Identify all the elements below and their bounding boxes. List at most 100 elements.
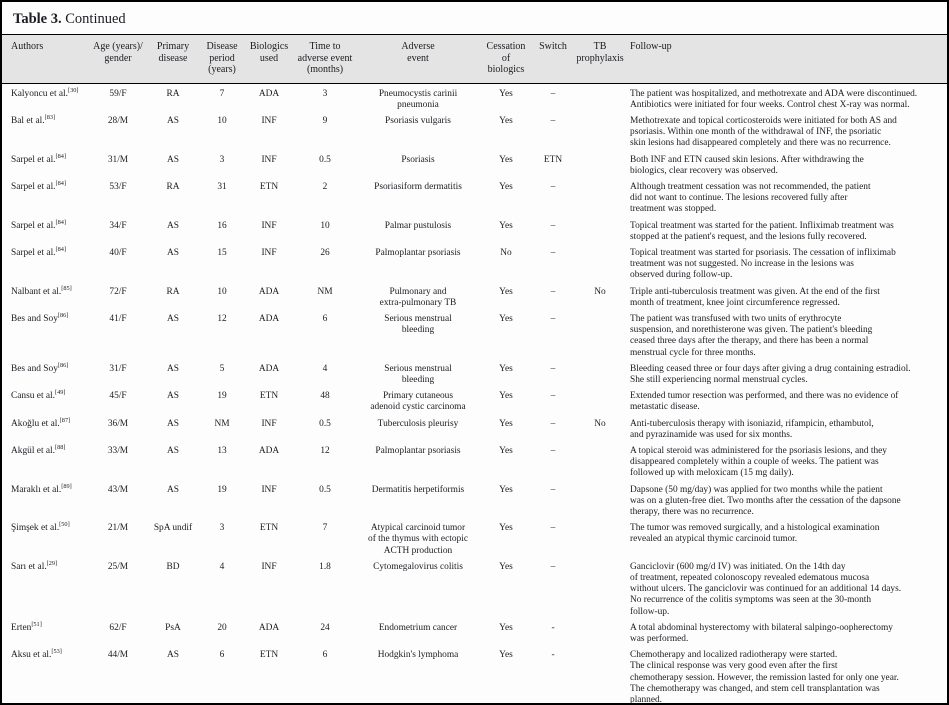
followup-cell: Ganciclovir (600 mg/d IV) was initiated.… [630, 561, 902, 617]
disease-period-cell: 20 [217, 622, 227, 633]
primary-disease-cell: AS [167, 363, 179, 374]
reference-citation: [84] [55, 218, 67, 226]
tb-prophylaxis-cell [574, 113, 626, 152]
time-to-adverse-event-cell: 4 [322, 363, 328, 374]
cessation-of-biologics-cell: Yes [499, 115, 513, 126]
tb-prophylaxis-cell: No [594, 286, 606, 297]
table-title: Table 3. Continued [2, 2, 947, 35]
author-name: Aksu et al. [11, 650, 52, 661]
followup-cell: Topical treatment was started for the pa… [630, 220, 894, 242]
biologics-used-cell: ETN [259, 181, 279, 192]
reference-citation: [84] [55, 179, 67, 187]
primary-disease-cell: AS [167, 650, 179, 661]
reference-citation: [86] [57, 311, 69, 319]
table-title-continued: Continued [61, 11, 126, 27]
biologics-used-cell: ETN [259, 523, 279, 534]
disease-period-cell: 3 [219, 154, 225, 165]
cessation-of-biologics-cell: Yes [499, 88, 513, 99]
age-gender-cell: 36/M [107, 418, 129, 429]
authors-cell: Nalbant et al.[85] [2, 284, 90, 311]
cessation-of-biologics-cell: Yes [499, 391, 513, 402]
adverse-event-cell: Tuberculosis pleurisy [377, 418, 459, 429]
age-gender-cell: 28/M [107, 115, 129, 126]
switch-cell: – [550, 484, 556, 495]
time-to-adverse-event-cell: NM [317, 286, 333, 297]
adverse-event-cell: Serious menstrual bleeding [384, 313, 452, 336]
authors-cell: Sarpel et al.[84] [2, 179, 90, 218]
age-gender-cell: 31/F [109, 363, 127, 374]
adverse-event-cell: Palmoplantar psoriasis [375, 445, 461, 456]
reference-citation: [87] [59, 416, 71, 424]
switch-cell: – [550, 286, 556, 297]
switch-cell: – [550, 561, 556, 572]
column-header-authors: Authors [2, 35, 90, 84]
adverse-event-cell: Dermatitis herpetiformis [371, 484, 465, 495]
age-gender-cell: 44/M [107, 650, 129, 661]
author-name: Erten [11, 622, 32, 633]
biologics-used-cell: ADA [258, 286, 280, 297]
table-row: Bes and Soy[86] 31/F AS 5 ADA 4 Serious … [2, 361, 947, 388]
primary-disease-cell: AS [167, 220, 179, 231]
switch-cell: - [551, 650, 555, 661]
column-header-age-gender: Age (years)/ gender [90, 35, 146, 84]
biologics-used-cell: ADA [258, 445, 280, 456]
author-name: Sarpel et al. [11, 247, 56, 258]
disease-period-cell: 19 [217, 391, 227, 402]
cessation-of-biologics-cell: Yes [499, 650, 513, 661]
primary-disease-cell: RA [166, 286, 180, 297]
disease-period-cell: 5 [219, 363, 225, 374]
case-report-table: Authors Age (years)/ gender Primary dise… [2, 35, 947, 703]
switch-cell: – [550, 88, 556, 99]
biologics-used-cell: ADA [258, 622, 280, 633]
header-row: Authors Age (years)/ gender Primary dise… [2, 35, 947, 84]
adverse-event-cell: Pulmonary and extra-pulmonary TB [379, 286, 457, 308]
time-to-adverse-event-cell: 6 [322, 313, 328, 324]
time-to-adverse-event-cell: 0.5 [319, 484, 331, 495]
table-row: Kalyoncu et al.[30] 59/F RA 7 ADA 3 Pneu… [2, 83, 947, 113]
switch-cell: – [550, 220, 556, 231]
age-gender-cell: 33/M [107, 445, 129, 456]
tb-prophylaxis-cell: No [594, 418, 606, 429]
authors-cell: Akgül et al.[88] [2, 443, 90, 482]
table-header: Authors Age (years)/ gender Primary dise… [2, 35, 947, 84]
disease-period-cell: 7 [219, 88, 225, 99]
table-row: Şimşek et al.[50] 21/M SpA undif 3 ETN 7… [2, 521, 947, 560]
authors-cell: Bes and Soy[86] [2, 361, 90, 388]
cessation-of-biologics-cell: Yes [499, 154, 513, 165]
tb-prophylaxis-cell [574, 218, 626, 245]
cessation-of-biologics-cell: Yes [499, 622, 513, 633]
age-gender-cell: 45/F [109, 391, 127, 402]
table-row: Cansu et al.[49] 45/F AS 19 ETN 48 Prima… [2, 389, 947, 416]
age-gender-cell: 31/M [107, 154, 129, 165]
time-to-adverse-event-cell: 3 [322, 88, 328, 99]
age-gender-cell: 62/F [109, 622, 127, 633]
age-gender-cell: 40/F [109, 247, 127, 258]
author-name: Bal et al. [11, 115, 45, 126]
followup-cell: Both INF and ETN caused skin lesions. Af… [630, 154, 864, 176]
adverse-event-cell: Psoriasiform dermatitis [374, 181, 462, 192]
tb-prophylaxis-cell [574, 245, 626, 284]
adverse-event-cell: Endometrium cancer [378, 622, 458, 633]
age-gender-cell: 53/F [109, 181, 127, 192]
time-to-adverse-event-cell: 6 [322, 650, 328, 661]
followup-cell: Dapsone (50 mg/day) was applied for two … [630, 484, 901, 517]
age-gender-cell: 59/F [109, 88, 127, 99]
cessation-of-biologics-cell: Yes [499, 561, 513, 572]
table-row: Akoğlu et al.[87] 36/M AS NM INF 0.5 Tub… [2, 416, 947, 443]
primary-disease-cell: AS [167, 391, 179, 402]
disease-period-cell: 12 [217, 313, 227, 324]
adverse-event-cell: Palmoplantar psoriasis [375, 247, 461, 258]
authors-cell: Aksu et al.[53] [2, 648, 90, 703]
author-name: Maraklı et al. [11, 484, 62, 495]
tb-prophylaxis-cell [574, 620, 626, 647]
table-row: Akgül et al.[88] 33/M AS 13 ADA 12 Palmo… [2, 443, 947, 482]
followup-cell: Bleeding ceased three or four days after… [630, 363, 911, 385]
time-to-adverse-event-cell: 26 [320, 247, 330, 258]
table-row: Sarpel et al.[84] 31/M AS 3 INF 0.5 Psor… [2, 152, 947, 179]
authors-cell: Sarpel et al.[84] [2, 218, 90, 245]
tb-prophylaxis-cell [574, 83, 626, 113]
switch-cell: – [550, 391, 556, 402]
authors-cell: Sarpel et al.[84] [2, 152, 90, 179]
cessation-of-biologics-cell: Yes [499, 523, 513, 534]
tb-prophylaxis-cell [574, 361, 626, 388]
